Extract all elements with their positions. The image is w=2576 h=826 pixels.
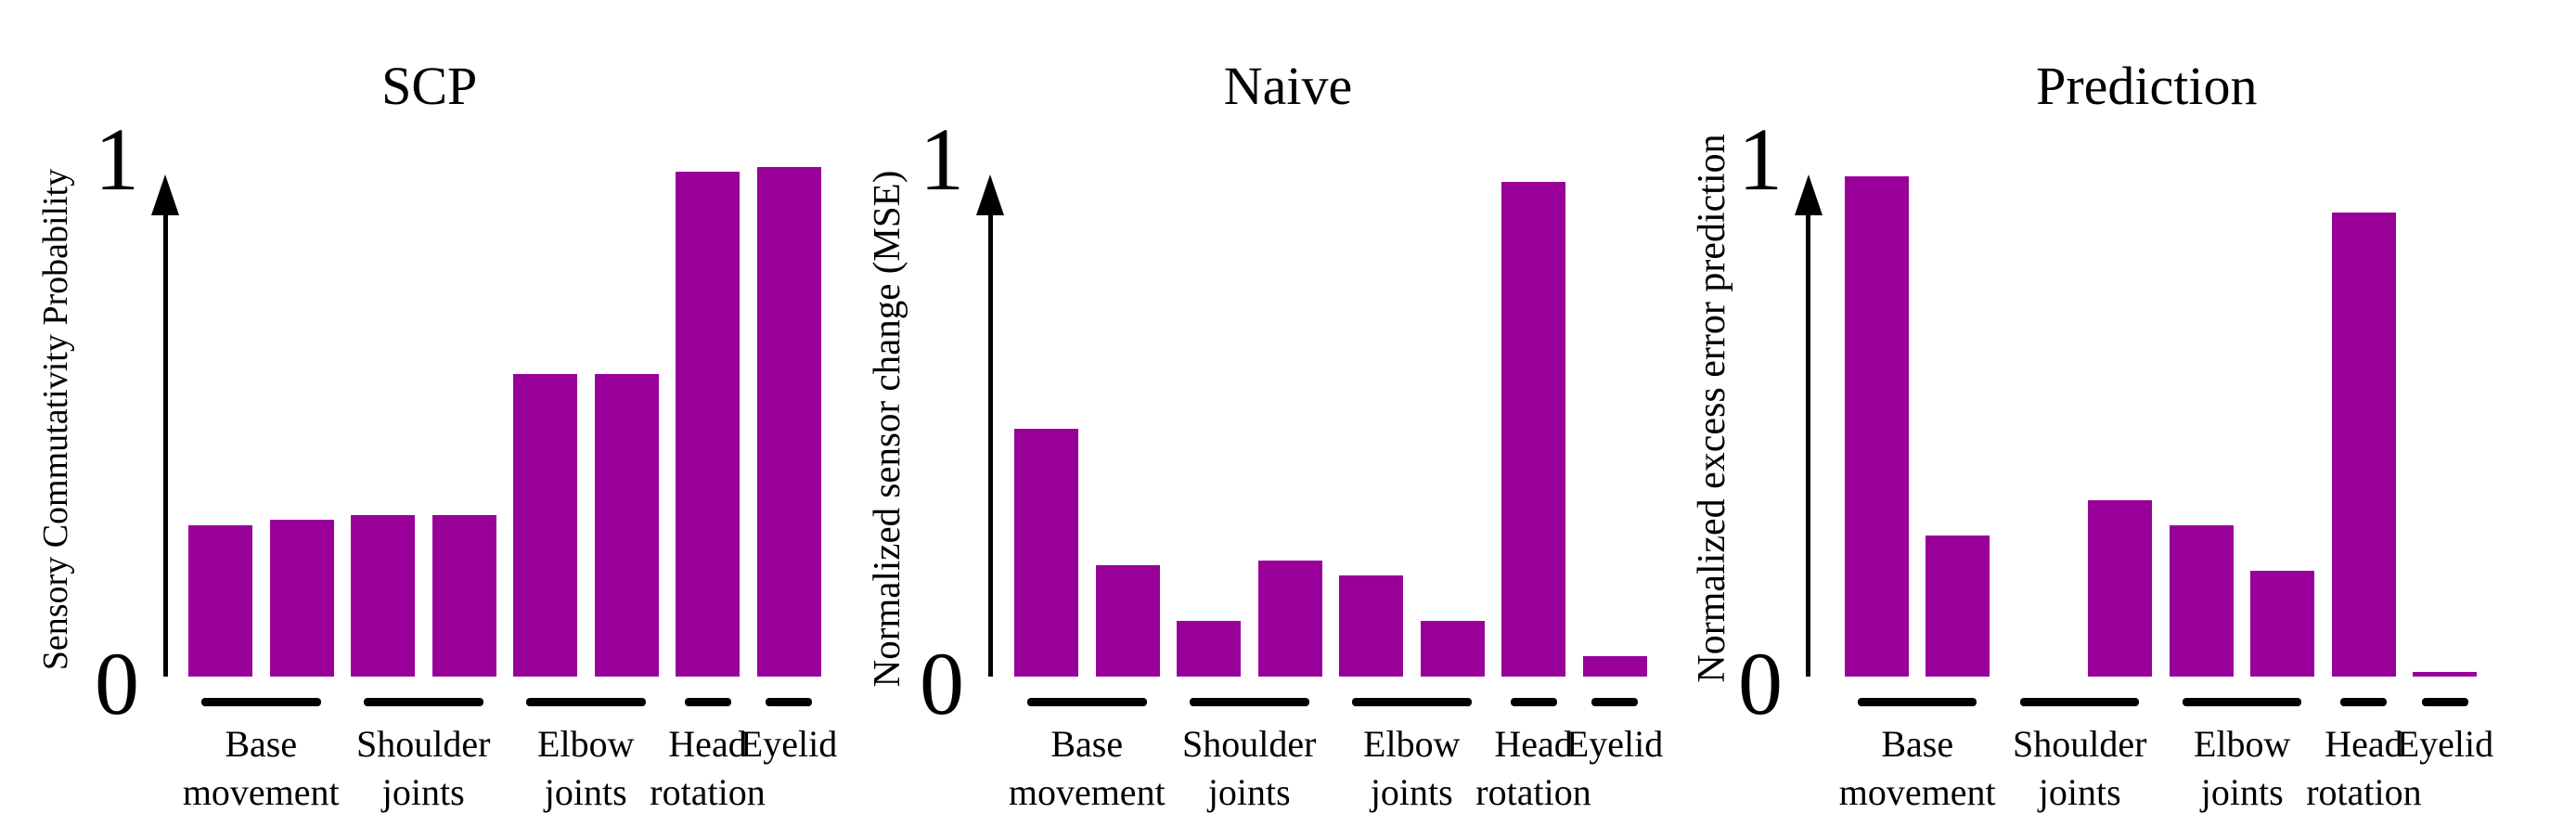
group-label: Head rotation [1475,723,1591,813]
group-label: Eyelid [740,723,838,765]
bar-prediction-3 [2088,500,2153,677]
bar-naive-6 [1501,182,1566,677]
group-label: Elbow joints [2193,723,2291,813]
group-underline [1510,698,1557,706]
group-label: Elbow joints [1363,723,1461,813]
bar-naive-2 [1177,621,1242,677]
chart-naive: Naive Normalized sensor change (MSE) 1 0… [858,0,1717,826]
bar-prediction-0 [1844,176,1909,677]
chart-scp: SCP Sensory Commutativity Probability 1 … [0,0,858,826]
y-tick-0: 0 [95,634,139,733]
group-underline [364,698,483,706]
bar-scp-5 [594,374,659,677]
group-underline [1027,698,1147,706]
bar-prediction-7 [2413,672,2478,677]
y-tick-1: 1 [920,110,965,209]
bar-scp-1 [269,520,334,677]
group-underline [1190,698,1309,706]
y-tick-0: 0 [920,634,965,733]
bar-scp-4 [513,374,577,677]
group-label: Eyelid [2396,723,2494,765]
group-label: Elbow joints [537,723,635,813]
bar-prediction-6 [2331,213,2396,677]
group-underline [766,698,812,706]
chart-title: SCP [381,56,478,116]
group-underline [684,698,731,706]
y-axis-arrow-line [162,202,168,677]
bar-prediction-1 [1926,536,1990,677]
group-label: Shoulder joints [1182,723,1317,813]
group-underline [1352,698,1472,706]
group-underline [1857,698,1977,706]
arrow-up-icon [1794,174,1823,215]
group-underline [1591,698,1639,706]
group-underline [526,698,646,706]
group-underline [2340,698,2388,706]
y-tick-1: 1 [1737,110,1783,209]
bar-naive-7 [1582,656,1647,677]
bar-scp-2 [351,515,415,677]
chart-prediction: Prediction Normalized excess error predi… [1691,0,2576,826]
group-label: Base movement [182,723,340,813]
chart-title: Prediction [2036,56,2258,116]
group-label: Shoulder joints [356,723,491,813]
bar-prediction-4 [2169,525,2234,677]
group-label: Shoulder joints [2012,723,2147,813]
group-label: Head rotation [2306,723,2422,813]
bar-scp-7 [756,167,821,677]
group-label: Base movement [1008,723,1166,813]
chart-title: Naive [1223,56,1353,116]
bar-naive-4 [1339,575,1404,677]
bar-naive-0 [1014,429,1079,677]
bar-naive-1 [1095,565,1160,677]
y-tick-1: 1 [95,110,139,209]
bar-scp-0 [188,525,252,677]
arrow-up-icon [976,174,1005,215]
group-label: Head rotation [650,723,766,813]
group-label: Base movement [1838,723,1996,813]
y-tick-0: 0 [1737,634,1783,733]
group-underline [2421,698,2468,706]
group-underline [2019,698,2140,706]
bar-prediction-5 [2250,571,2315,677]
bar-naive-5 [1420,621,1485,677]
bar-naive-3 [1257,561,1322,677]
group-underline [201,698,321,706]
y-axis-arrow-line [987,202,993,677]
bar-scp-3 [431,515,496,677]
y-axis-arrow-line [1806,202,1811,677]
group-label: Eyelid [1565,723,1664,765]
arrow-up-icon [151,174,179,215]
group-underline [2182,698,2302,706]
bar-scp-6 [676,172,740,677]
